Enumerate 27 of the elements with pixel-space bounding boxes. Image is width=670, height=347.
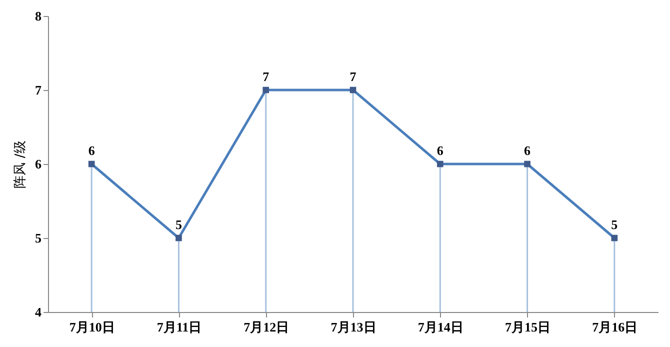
data-label: 5 bbox=[175, 217, 182, 232]
x-tick-label: 7月11日 bbox=[156, 320, 202, 334]
point bbox=[611, 234, 618, 242]
x-tick-label: 7月10日 bbox=[69, 320, 115, 334]
y-axis-title: 阵风 /级 bbox=[13, 140, 28, 188]
data-label: 6 bbox=[436, 143, 444, 158]
y-tick-label: 7 bbox=[35, 82, 42, 98]
y-tick-label: 5 bbox=[35, 230, 42, 246]
x-tick-label: 7月14日 bbox=[418, 320, 464, 334]
y-tick-label: 8 bbox=[35, 8, 42, 24]
point bbox=[262, 86, 270, 94]
data-label: 7 bbox=[262, 69, 270, 84]
data-label: 6 bbox=[88, 143, 96, 158]
point bbox=[88, 160, 95, 168]
x-tick-label: 7月12日 bbox=[244, 320, 290, 334]
x-tick-label: 7月15日 bbox=[505, 320, 551, 334]
y-tick-label: 6 bbox=[35, 156, 42, 172]
x-tick-label: 7月13日 bbox=[330, 320, 376, 334]
point bbox=[436, 160, 444, 168]
data-label: 5 bbox=[611, 217, 618, 232]
point bbox=[524, 160, 530, 168]
y-tick-label: 4 bbox=[35, 304, 42, 320]
x-tick-label: 7月16日 bbox=[592, 320, 638, 334]
point bbox=[176, 234, 182, 242]
data-label: 6 bbox=[524, 143, 532, 158]
point bbox=[350, 86, 356, 94]
data-label: 7 bbox=[350, 69, 357, 84]
